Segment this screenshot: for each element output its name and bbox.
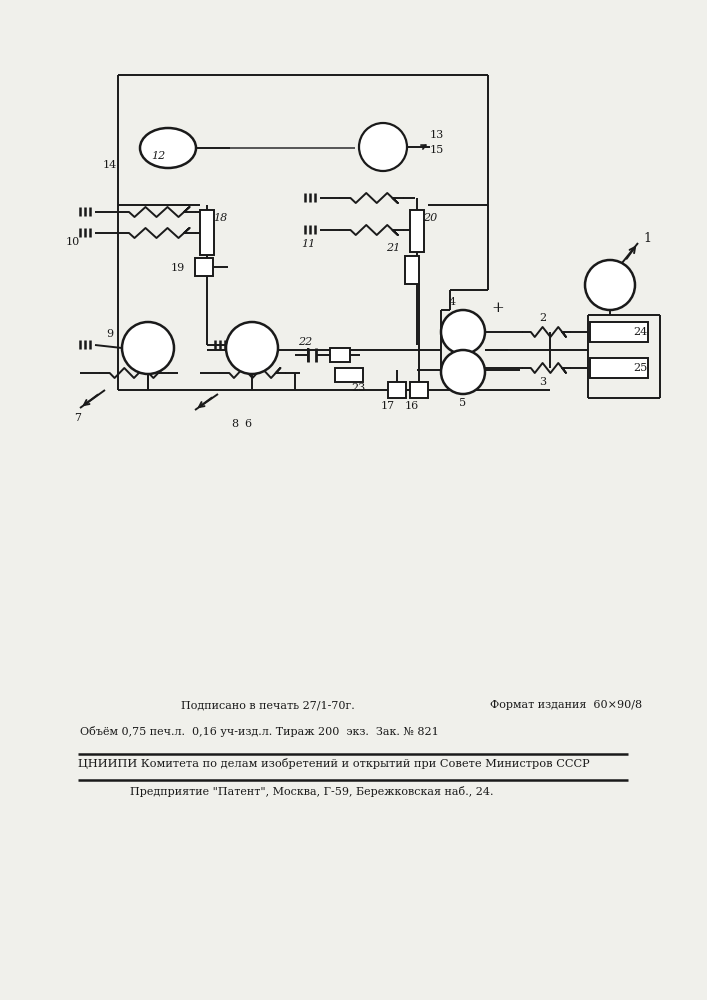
Circle shape (441, 310, 485, 354)
Circle shape (226, 322, 278, 374)
Text: 12: 12 (151, 151, 165, 161)
Text: 13: 13 (430, 130, 444, 140)
Bar (590, 322, 648, 342)
Text: 25: 25 (633, 363, 647, 373)
Text: 21: 21 (386, 243, 400, 253)
Text: 20: 20 (423, 213, 437, 223)
Text: ЦНИИПИ Комитета по делам изобретений и открытий при Совете Министров СССР: ЦНИИПИ Комитета по делам изобретений и о… (78, 758, 590, 769)
Text: Предприятие "Патент", Москва, Г-59, Бережковская наб., 24.: Предприятие "Патент", Москва, Г-59, Бере… (130, 786, 493, 797)
Text: 14: 14 (103, 160, 117, 170)
Text: 10: 10 (66, 237, 80, 247)
Circle shape (122, 322, 174, 374)
Ellipse shape (140, 128, 196, 168)
Bar (405, 256, 419, 284)
Text: 19: 19 (171, 263, 185, 273)
Text: 15: 15 (430, 145, 444, 155)
Text: 3: 3 (539, 377, 547, 387)
Bar (195, 258, 213, 276)
Text: 7: 7 (74, 413, 81, 423)
Text: Объём 0,75 печ.л.  0,16 уч-изд.л. Тираж 200  экз.  Зак. № 821: Объём 0,75 печ.л. 0,16 уч-изд.л. Тираж 2… (80, 726, 439, 737)
Bar (590, 358, 648, 378)
Circle shape (441, 350, 485, 394)
Text: 2: 2 (539, 313, 547, 323)
Bar (330, 348, 350, 362)
Bar (388, 382, 406, 398)
Bar (410, 382, 428, 398)
Bar (200, 210, 214, 255)
Text: 11: 11 (301, 239, 315, 249)
Circle shape (359, 123, 407, 171)
Text: Подписано в печать 27/1-70г.: Подписано в печать 27/1-70г. (160, 700, 355, 710)
Text: +: + (491, 301, 504, 315)
Text: 9: 9 (107, 329, 114, 339)
Text: 24: 24 (633, 327, 647, 337)
Bar (410, 210, 424, 252)
Text: 22: 22 (298, 337, 312, 347)
Bar (335, 368, 363, 382)
Text: 8: 8 (231, 419, 238, 429)
Text: 16: 16 (405, 401, 419, 411)
Text: 18: 18 (213, 213, 227, 223)
Text: 4: 4 (448, 297, 455, 307)
Text: 6: 6 (245, 419, 252, 429)
Text: 1: 1 (643, 232, 651, 244)
Circle shape (585, 260, 635, 310)
Text: 23: 23 (351, 383, 365, 393)
Text: Формат издания  60×90/8: Формат издания 60×90/8 (490, 700, 642, 710)
Text: 17: 17 (381, 401, 395, 411)
Text: 5: 5 (460, 398, 467, 408)
